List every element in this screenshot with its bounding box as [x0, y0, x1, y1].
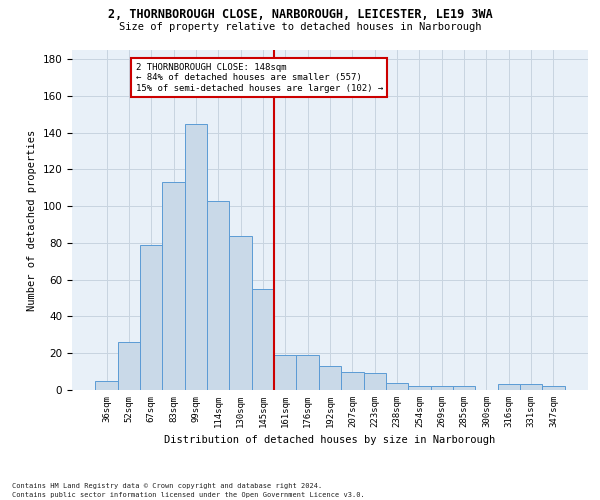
- Bar: [386, 382, 408, 390]
- Bar: [252, 289, 274, 390]
- X-axis label: Distribution of detached houses by size in Narborough: Distribution of detached houses by size …: [164, 436, 496, 446]
- Text: Size of property relative to detached houses in Narborough: Size of property relative to detached ho…: [119, 22, 481, 32]
- Bar: [364, 374, 386, 390]
- Bar: [341, 372, 364, 390]
- Bar: [207, 200, 229, 390]
- Bar: [274, 355, 296, 390]
- Bar: [185, 124, 207, 390]
- Y-axis label: Number of detached properties: Number of detached properties: [27, 130, 37, 310]
- Bar: [408, 386, 431, 390]
- Bar: [319, 366, 341, 390]
- Bar: [453, 386, 475, 390]
- Bar: [497, 384, 520, 390]
- Bar: [296, 355, 319, 390]
- Bar: [520, 384, 542, 390]
- Bar: [95, 381, 118, 390]
- Bar: [163, 182, 185, 390]
- Bar: [542, 386, 565, 390]
- Text: Contains public sector information licensed under the Open Government Licence v3: Contains public sector information licen…: [12, 492, 365, 498]
- Text: Contains HM Land Registry data © Crown copyright and database right 2024.: Contains HM Land Registry data © Crown c…: [12, 483, 322, 489]
- Text: 2, THORNBOROUGH CLOSE, NARBOROUGH, LEICESTER, LE19 3WA: 2, THORNBOROUGH CLOSE, NARBOROUGH, LEICE…: [107, 8, 493, 20]
- Bar: [118, 342, 140, 390]
- Text: 2 THORNBOROUGH CLOSE: 148sqm
← 84% of detached houses are smaller (557)
15% of s: 2 THORNBOROUGH CLOSE: 148sqm ← 84% of de…: [136, 63, 383, 92]
- Bar: [431, 386, 453, 390]
- Bar: [140, 245, 163, 390]
- Bar: [229, 236, 252, 390]
